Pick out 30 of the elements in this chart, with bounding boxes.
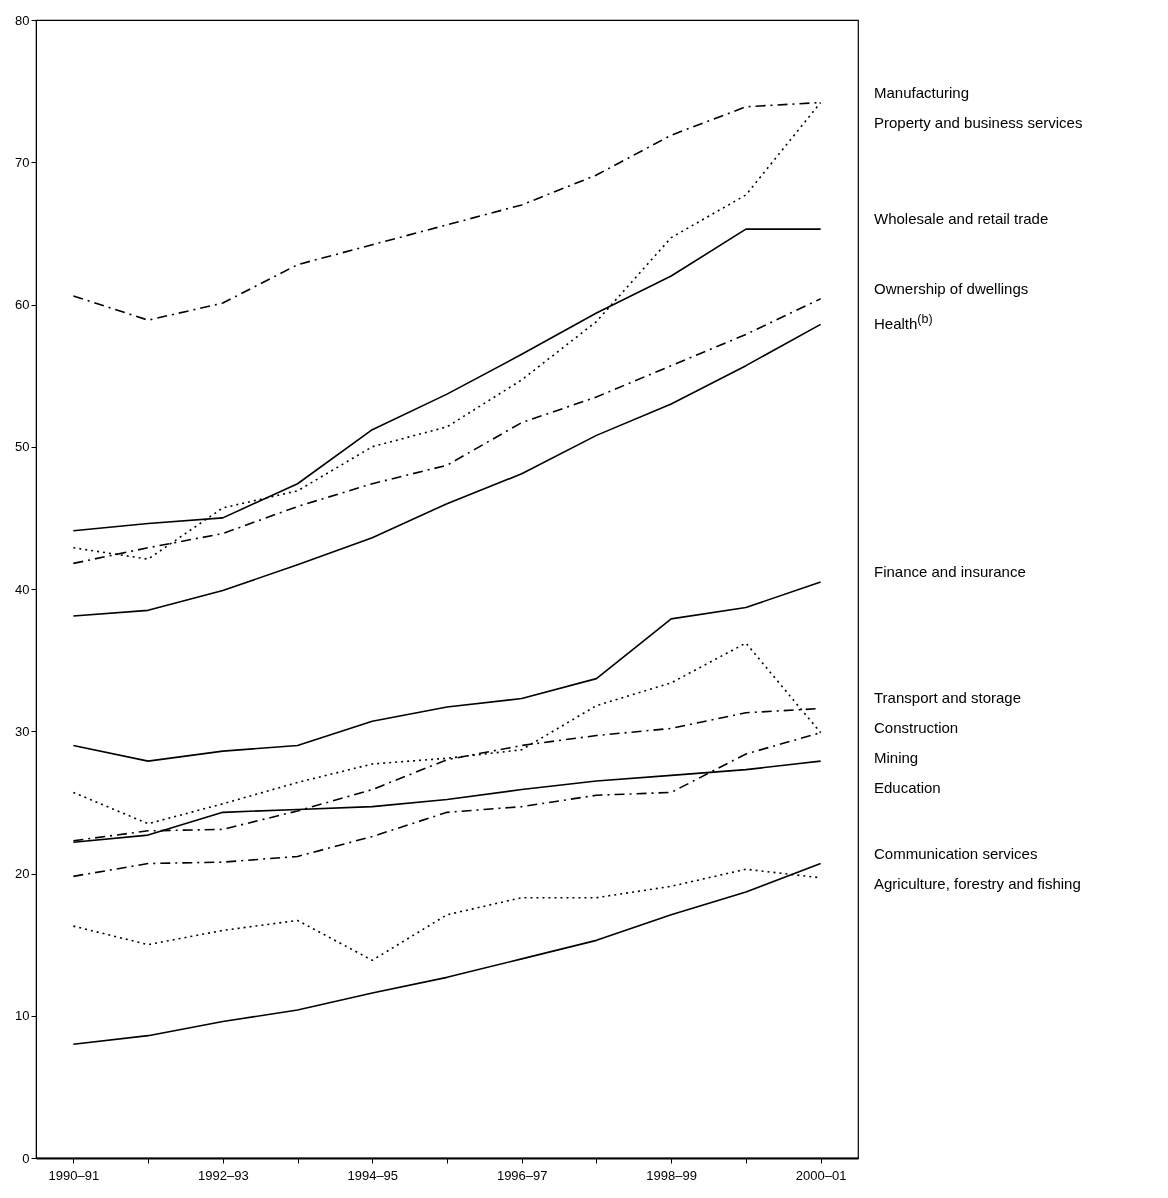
y-tick-label: 30 — [15, 723, 30, 739]
text: Communication services — [874, 844, 1039, 863]
y-tick-label: 60 — [15, 297, 30, 312]
line-series — [72, 862, 822, 1045]
text: Mining — [874, 749, 920, 768]
x-tick-label: 1994–95 — [347, 1167, 399, 1183]
text: Property and business services — [874, 113, 1084, 132]
x-tick-label: 1992–93 — [198, 1167, 249, 1183]
text: Transport and storage — [874, 689, 1023, 708]
text: Construction — [874, 719, 960, 738]
x-tick-label: 2000–01 — [795, 1167, 847, 1183]
y-tick-label: 20 — [15, 866, 30, 881]
text: Manufacturing — [874, 83, 971, 102]
text: Health$^{(b)}$ — [874, 310, 934, 333]
text: Wholesale and retail trade — [874, 210, 1050, 229]
x-tick-label: 1990–91 — [48, 1167, 100, 1183]
line-series — [72, 323, 822, 617]
y-tick-label: 80 — [15, 12, 30, 28]
x-tick-label: 1998–99 — [646, 1167, 697, 1183]
y-tick-label: 50 — [15, 439, 30, 455]
y-tick-label: 10 — [15, 1008, 30, 1024]
text: Finance and insurance — [874, 562, 1027, 581]
text: Agriculture, forestry and fishing — [874, 874, 1082, 893]
y-tick-label: 70 — [15, 154, 30, 170]
y-tick-label: 40 — [15, 581, 30, 597]
line-series — [72, 581, 822, 762]
x-tick-label: 1996–97 — [496, 1167, 548, 1183]
text: Ownership of dwellings — [874, 279, 1030, 298]
y-tick-label: 0 — [22, 1150, 30, 1166]
text: Education — [874, 779, 942, 798]
